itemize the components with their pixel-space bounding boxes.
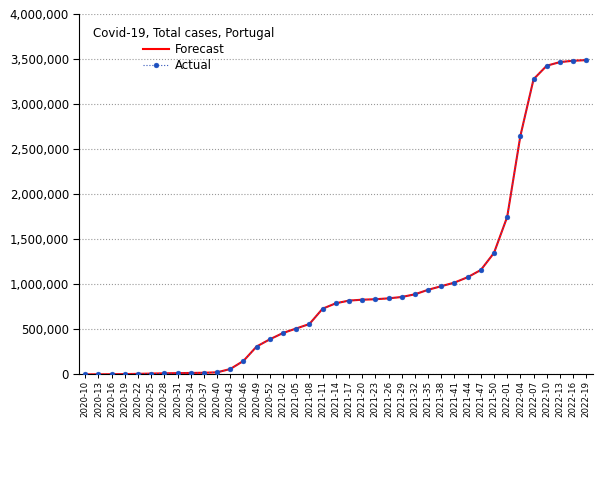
- Actual: [464, 275, 471, 280]
- Forecast: [266, 336, 273, 342]
- Forecast: [543, 63, 551, 69]
- Actual: [451, 280, 458, 286]
- Actual: [557, 59, 564, 65]
- Actual: [95, 372, 102, 377]
- Actual: [214, 370, 221, 375]
- Actual: [583, 57, 590, 63]
- Actual: [134, 371, 142, 377]
- Actual: [240, 358, 247, 364]
- Forecast: [95, 372, 102, 377]
- Forecast: [477, 267, 485, 273]
- Forecast: [464, 275, 471, 280]
- Forecast: [530, 76, 537, 82]
- Forecast: [148, 371, 155, 376]
- Actual: [280, 330, 287, 336]
- Actual: [371, 296, 379, 302]
- Actual: [359, 297, 366, 302]
- Actual: [332, 300, 339, 306]
- Actual: [266, 336, 273, 342]
- Forecast: [398, 294, 405, 300]
- Actual: [121, 371, 128, 377]
- Forecast: [121, 371, 128, 377]
- Actual: [187, 370, 194, 376]
- Actual: [398, 294, 405, 300]
- Forecast: [451, 280, 458, 286]
- Forecast: [82, 372, 89, 377]
- Forecast: [174, 370, 181, 376]
- Legend: Forecast, Actual: Forecast, Actual: [90, 24, 278, 76]
- Forecast: [200, 370, 208, 376]
- Actual: [306, 321, 313, 327]
- Actual: [411, 291, 419, 297]
- Actual: [491, 250, 498, 256]
- Actual: [200, 370, 208, 376]
- Forecast: [583, 57, 590, 63]
- Forecast: [345, 298, 353, 303]
- Actual: [543, 63, 551, 69]
- Forecast: [359, 297, 366, 302]
- Forecast: [319, 306, 326, 312]
- Actual: [253, 344, 260, 349]
- Forecast: [411, 291, 419, 297]
- Actual: [227, 366, 234, 372]
- Forecast: [134, 371, 142, 377]
- Forecast: [187, 370, 194, 376]
- Forecast: [293, 325, 300, 331]
- Forecast: [332, 300, 339, 306]
- Forecast: [280, 330, 287, 336]
- Actual: [108, 372, 115, 377]
- Actual: [477, 267, 485, 273]
- Actual: [293, 325, 300, 331]
- Actual: [530, 76, 537, 82]
- Forecast: [557, 59, 564, 65]
- Actual: [319, 306, 326, 312]
- Actual: [569, 58, 577, 64]
- Forecast: [161, 371, 168, 376]
- Actual: [174, 370, 181, 376]
- Line: Actual: Actual: [83, 58, 589, 377]
- Forecast: [227, 366, 234, 372]
- Forecast: [214, 370, 221, 375]
- Actual: [161, 371, 168, 376]
- Line: Forecast: Forecast: [85, 60, 586, 374]
- Forecast: [491, 250, 498, 256]
- Actual: [82, 372, 89, 377]
- Actual: [385, 296, 392, 301]
- Forecast: [108, 372, 115, 377]
- Forecast: [517, 133, 524, 139]
- Actual: [345, 298, 353, 303]
- Actual: [148, 371, 155, 376]
- Actual: [503, 214, 511, 220]
- Actual: [437, 283, 445, 289]
- Forecast: [569, 58, 577, 64]
- Forecast: [437, 283, 445, 289]
- Forecast: [385, 296, 392, 301]
- Forecast: [240, 358, 247, 364]
- Forecast: [306, 321, 313, 327]
- Forecast: [371, 296, 379, 302]
- Forecast: [253, 344, 260, 349]
- Forecast: [425, 287, 432, 293]
- Actual: [517, 133, 524, 139]
- Forecast: [503, 214, 511, 220]
- Actual: [425, 287, 432, 293]
